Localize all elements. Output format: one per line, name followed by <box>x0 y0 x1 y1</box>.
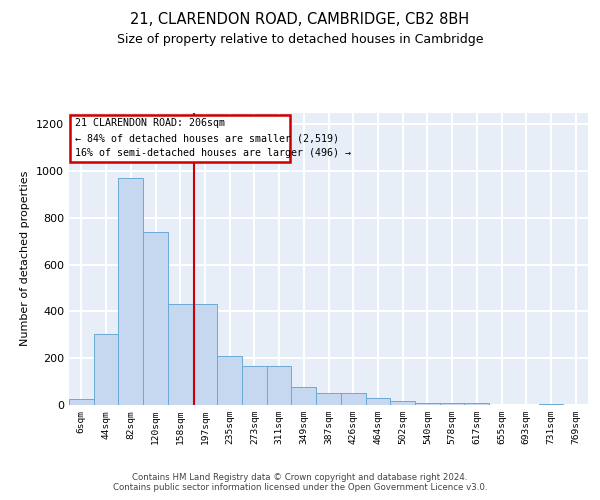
Text: 21, CLARENDON ROAD, CAMBRIDGE, CB2 8BH: 21, CLARENDON ROAD, CAMBRIDGE, CB2 8BH <box>130 12 470 28</box>
Bar <box>341 394 365 405</box>
Bar <box>539 404 563 405</box>
Bar <box>365 398 390 405</box>
Bar <box>70 115 290 162</box>
Bar <box>217 356 242 405</box>
Y-axis label: Number of detached properties: Number of detached properties <box>20 171 31 346</box>
Bar <box>390 402 415 405</box>
Bar <box>464 402 489 405</box>
Bar <box>69 399 94 405</box>
Bar <box>292 388 316 405</box>
Bar <box>168 304 193 405</box>
Bar <box>118 178 143 405</box>
Bar <box>143 232 168 405</box>
Text: Size of property relative to detached houses in Cambridge: Size of property relative to detached ho… <box>117 32 483 46</box>
Bar <box>267 366 292 405</box>
Bar <box>242 366 267 405</box>
Bar <box>415 402 440 405</box>
Text: 21 CLARENDON ROAD: 206sqm
← 84% of detached houses are smaller (2,519)
16% of se: 21 CLARENDON ROAD: 206sqm ← 84% of detac… <box>75 118 351 158</box>
Bar <box>193 304 217 405</box>
Text: Contains HM Land Registry data © Crown copyright and database right 2024.
Contai: Contains HM Land Registry data © Crown c… <box>113 473 487 492</box>
Bar <box>316 394 341 405</box>
Bar <box>440 402 464 405</box>
Bar <box>94 334 118 405</box>
